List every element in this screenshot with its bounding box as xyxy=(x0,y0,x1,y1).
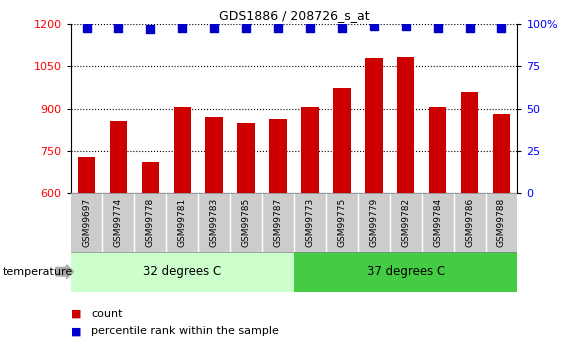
Point xyxy=(209,25,219,30)
Point xyxy=(273,25,283,30)
Bar xyxy=(333,88,350,345)
Bar xyxy=(301,107,319,345)
Text: GSM99787: GSM99787 xyxy=(273,198,283,247)
Bar xyxy=(397,57,415,345)
Bar xyxy=(429,107,446,345)
Bar xyxy=(173,107,191,345)
Text: GSM99697: GSM99697 xyxy=(82,198,91,247)
Text: GSM99786: GSM99786 xyxy=(465,198,474,247)
Bar xyxy=(365,58,383,345)
Text: GSM99785: GSM99785 xyxy=(242,198,250,247)
Point xyxy=(113,25,123,30)
Point xyxy=(433,25,442,30)
Text: GSM99774: GSM99774 xyxy=(114,198,123,247)
Text: GSM99783: GSM99783 xyxy=(210,198,219,247)
Text: GSM99779: GSM99779 xyxy=(369,198,378,247)
Text: GSM99773: GSM99773 xyxy=(305,198,315,247)
Point xyxy=(242,25,251,30)
Point xyxy=(146,27,155,32)
Text: ■: ■ xyxy=(71,326,82,336)
Text: count: count xyxy=(91,309,123,319)
Text: GSM99788: GSM99788 xyxy=(497,198,506,247)
Text: 37 degrees C: 37 degrees C xyxy=(366,265,445,278)
Bar xyxy=(294,252,517,292)
Point xyxy=(465,25,475,30)
Bar xyxy=(205,117,223,345)
Text: GSM99781: GSM99781 xyxy=(178,198,187,247)
Point xyxy=(305,25,315,30)
Bar xyxy=(238,123,255,345)
Text: percentile rank within the sample: percentile rank within the sample xyxy=(91,326,279,336)
Text: GSM99778: GSM99778 xyxy=(146,198,155,247)
Title: GDS1886 / 208726_s_at: GDS1886 / 208726_s_at xyxy=(219,9,369,22)
Point xyxy=(178,25,187,30)
Bar xyxy=(269,119,287,345)
Text: 32 degrees C: 32 degrees C xyxy=(143,265,222,278)
Point xyxy=(401,23,410,29)
Point xyxy=(369,23,379,29)
Bar xyxy=(493,114,510,345)
Text: GSM99784: GSM99784 xyxy=(433,198,442,247)
Bar xyxy=(109,121,127,345)
Text: ■: ■ xyxy=(71,309,82,319)
Point xyxy=(337,25,346,30)
Bar xyxy=(142,162,159,345)
Bar xyxy=(78,157,95,345)
Text: temperature: temperature xyxy=(3,267,73,277)
Text: GSM99775: GSM99775 xyxy=(338,198,346,247)
Bar xyxy=(71,252,294,292)
Point xyxy=(497,25,506,30)
Bar xyxy=(461,92,479,345)
Point xyxy=(82,25,91,30)
Text: GSM99782: GSM99782 xyxy=(401,198,410,247)
